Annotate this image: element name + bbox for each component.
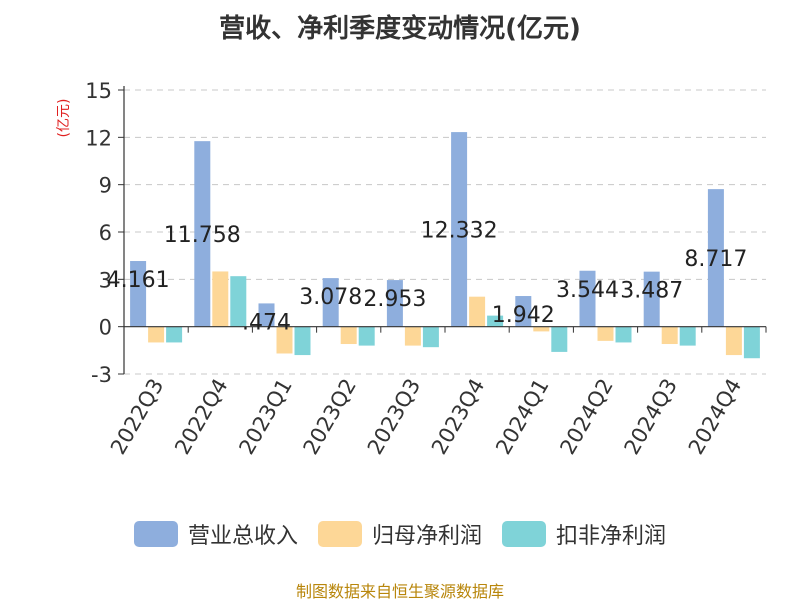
bar-0-2023Q2 bbox=[322, 278, 339, 327]
x-tick-label: 2022Q4 bbox=[170, 375, 232, 459]
x-tick-label: 2024Q2 bbox=[555, 375, 617, 459]
bar-2-2023Q1 bbox=[294, 326, 311, 356]
y-tick-label: 15 bbox=[85, 79, 112, 103]
bar-2-2023Q4 bbox=[487, 315, 504, 327]
bar-0-2024Q3 bbox=[643, 271, 660, 327]
legend-label-net-profit: 归母净利润 bbox=[371, 524, 482, 549]
legend-label-deducted-net-profit: 扣非净利润 bbox=[556, 524, 667, 549]
bar-0-2023Q1 bbox=[258, 303, 275, 327]
data-label: 3.487 bbox=[620, 279, 683, 304]
x-tick-label: 2024Q1 bbox=[491, 375, 553, 459]
bar-1-2024Q1 bbox=[533, 326, 550, 332]
bar-2-2022Q3 bbox=[166, 326, 183, 343]
bar-0-2024Q1 bbox=[515, 296, 532, 327]
bar-0-2022Q4 bbox=[194, 141, 211, 327]
bar-0-2023Q4 bbox=[451, 132, 468, 327]
chart-title: 营收、净利季度变动情况(亿元) bbox=[219, 14, 581, 44]
x-tick-label: 2024Q3 bbox=[620, 375, 682, 459]
bar-2-2024Q4 bbox=[743, 326, 760, 359]
data-label: 4.161 bbox=[107, 268, 170, 293]
legend-item-revenue[interactable]: 营业总收入 bbox=[133, 518, 298, 550]
bar-0-2024Q4 bbox=[707, 189, 724, 327]
y-axis-label: (亿元) bbox=[56, 99, 72, 138]
bar-1-2024Q4 bbox=[725, 326, 742, 356]
data-label: 3.544 bbox=[556, 278, 619, 303]
legend: 营业总收入 归母净利润 扣非净利润 bbox=[0, 518, 800, 550]
data-label: 3.078 bbox=[299, 285, 362, 310]
y-tick-label: 6 bbox=[99, 221, 112, 245]
data-label: 8.717 bbox=[684, 247, 747, 272]
x-tick-label: 2023Q1 bbox=[234, 375, 296, 459]
bar-1-2022Q4 bbox=[212, 271, 229, 327]
bar-1-2023Q2 bbox=[340, 326, 357, 345]
bar-1-2024Q3 bbox=[661, 326, 678, 345]
bar-2-2023Q2 bbox=[358, 326, 375, 346]
data-label: 12.332 bbox=[421, 218, 498, 243]
y-tick-label: 0 bbox=[99, 316, 112, 340]
y-tick-label: 9 bbox=[99, 174, 112, 198]
bar-2-2024Q2 bbox=[615, 326, 632, 343]
y-tick-label: 12 bbox=[85, 126, 112, 150]
bar-1-2023Q3 bbox=[404, 326, 421, 346]
data-label: 1.942 bbox=[492, 303, 555, 328]
bar-0-2022Q3 bbox=[130, 261, 147, 327]
data-label: .474 bbox=[242, 310, 291, 335]
bar-0-2024Q2 bbox=[579, 270, 596, 327]
bar-2-2024Q3 bbox=[679, 326, 696, 346]
bar-2-2023Q3 bbox=[422, 326, 439, 348]
y-tick-label: 3 bbox=[99, 268, 112, 292]
legend-item-deducted-net-profit[interactable]: 扣非净利润 bbox=[502, 518, 666, 550]
legend-swatch-revenue bbox=[133, 521, 178, 547]
legend-label-revenue: 营业总收入 bbox=[187, 524, 298, 549]
y-tick-label: -3 bbox=[91, 363, 112, 387]
x-tick-label: 2023Q4 bbox=[427, 374, 489, 458]
bar-2-2022Q4 bbox=[230, 276, 247, 327]
bar-1-2022Q3 bbox=[148, 326, 165, 343]
bar-0-2023Q3 bbox=[386, 280, 403, 327]
legend-swatch-deducted-net-profit bbox=[502, 521, 546, 547]
legend-item-net-profit[interactable]: 归母净利润 bbox=[317, 518, 482, 550]
x-tick-label: 2022Q3 bbox=[106, 375, 168, 459]
bar-1-2024Q2 bbox=[597, 326, 614, 341]
legend-swatch-net-profit bbox=[317, 521, 362, 547]
x-tick-label: 2023Q2 bbox=[299, 375, 361, 459]
x-tick-label: 2024Q4 bbox=[684, 375, 746, 459]
bar-1-2023Q1 bbox=[276, 326, 293, 354]
source-note: 制图数据来自恒生聚源数据库 bbox=[295, 582, 504, 601]
bar-1-2023Q4 bbox=[469, 296, 486, 327]
data-label: 11.758 bbox=[164, 223, 241, 248]
data-label: 2.953 bbox=[363, 287, 426, 312]
bar-2-2024Q1 bbox=[551, 326, 568, 352]
x-tick-label: 2023Q3 bbox=[363, 375, 425, 459]
